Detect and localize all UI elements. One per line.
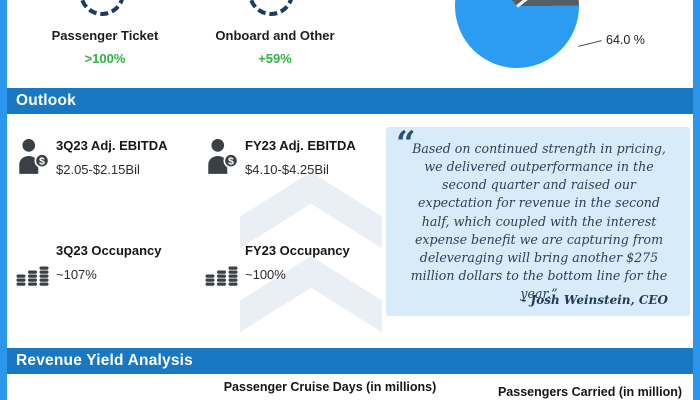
ceo-quote-attribution: - Josh Weinstein, CEO [521, 293, 668, 307]
metric-value: ~100% [245, 267, 286, 282]
column-heading-passenger-cruise-days: Passenger Cruise Days (in millions) [223, 380, 437, 394]
metric-value: $4.10-$4.25Bil [245, 162, 329, 177]
person-with-dollar-coin-icon: $ [208, 139, 239, 174]
outlook-banner-title: Outlook [16, 92, 76, 109]
stacked-coins-icon [205, 266, 238, 286]
revenue-yield-banner-title: Revenue Yield Analysis [16, 352, 193, 369]
metric-label: 3Q23 Adj. EBITDA [56, 138, 168, 153]
metric-value-passenger-ticket: >100% [84, 51, 126, 66]
metric-label-onboard-and-other: Onboard and Other [215, 28, 335, 43]
dashed-donut-gauge-icon [248, 0, 294, 16]
pie-callout-line [578, 40, 602, 47]
outlook-section-banner: Outlook [7, 88, 693, 114]
ceo-quote-box: “ Based on continued strength in pricing… [386, 127, 690, 316]
metric-value: $2.05-$2.15Bil [56, 162, 140, 177]
pie-slice-divider [516, 0, 564, 8]
metric-3q23-adj-ebitda: $ 3Q23 Adj. EBITDA $2.05-$2.15Bil [16, 138, 201, 177]
metric-label: 3Q23 Occupancy [56, 243, 162, 258]
svg-text:$: $ [228, 156, 234, 168]
metric-value: ~107% [56, 267, 97, 282]
open-quote-icon: “ [396, 124, 416, 164]
dashed-donut-gauge-icon [79, 0, 125, 16]
ceo-quote-text: Based on continued strength in pricing, … [410, 141, 668, 301]
column-heading-passengers-carried: Passengers Carried (in million) [497, 385, 683, 399]
page-border-left [0, 0, 7, 400]
stacked-coins-icon [16, 266, 49, 286]
metric-label-passenger-ticket: Passenger Ticket [51, 28, 159, 43]
pie-callout-label: 64.0 % [606, 33, 645, 47]
metric-fy23-adj-ebitda: $ FY23 Adj. EBITDA $4.10-$4.25Bil [205, 138, 390, 177]
metric-label: FY23 Adj. EBITDA [245, 138, 356, 153]
metric-label: FY23 Occupancy [245, 243, 350, 258]
revenue-pie-chart [455, 0, 579, 68]
metric-fy23-occupancy: FY23 Occupancy ~100% [205, 243, 390, 286]
svg-text:$: $ [39, 156, 45, 168]
metric-3q23-occupancy: 3Q23 Occupancy ~107% [16, 243, 201, 286]
metric-value-onboard-and-other: +59% [258, 51, 292, 66]
page-border-right [693, 0, 700, 400]
person-with-dollar-coin-icon: $ [19, 139, 50, 174]
revenue-yield-section-banner: Revenue Yield Analysis [7, 348, 693, 374]
